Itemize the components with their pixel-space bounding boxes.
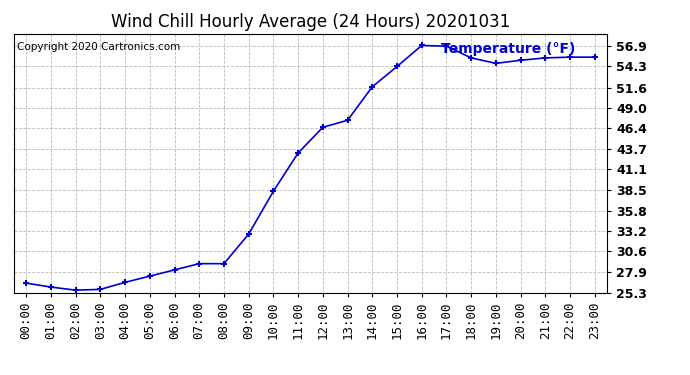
- Title: Wind Chill Hourly Average (24 Hours) 20201031: Wind Chill Hourly Average (24 Hours) 202…: [111, 13, 510, 31]
- Text: Copyright 2020 Cartronics.com: Copyright 2020 Cartronics.com: [17, 42, 180, 51]
- Text: Temperature (°F): Temperature (°F): [441, 42, 575, 56]
